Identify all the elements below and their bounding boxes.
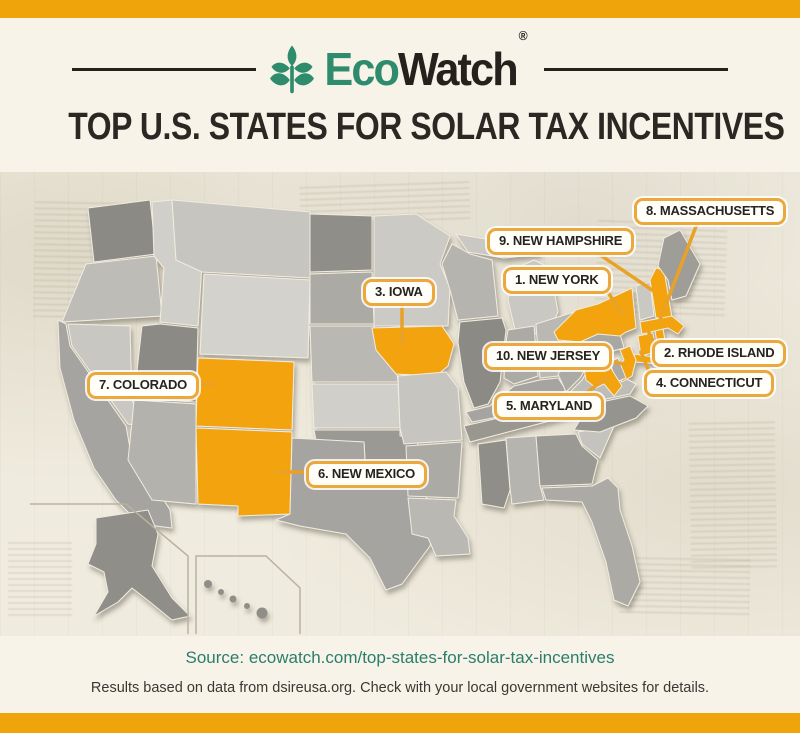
us-map: [30, 199, 702, 634]
ecowatch-leaf-icon: [269, 45, 314, 94]
top-accent-bar: [0, 0, 800, 18]
state-iowa: [371, 325, 455, 377]
hawaii-inset-outline: [195, 555, 301, 634]
state-illinois: [457, 317, 507, 409]
state-washington: [87, 199, 157, 263]
map-label-iowa: 3. IOWA: [363, 279, 435, 306]
state-hawaii: [204, 580, 268, 619]
connector-massachusetts: [658, 214, 702, 322]
map-label-connecticut: 4. CONNECTICUT: [644, 370, 775, 397]
state-georgia: [535, 433, 599, 487]
map-label-rhode-island: 2. RHODE ISLAND: [652, 340, 787, 367]
map-label-maryland: 5. MARYLAND: [494, 393, 605, 420]
map-label-new-jersey: 10. NEW JERSEY: [484, 343, 613, 370]
bottom-accent-bar: [0, 713, 800, 733]
state-north-dakota: [309, 213, 373, 273]
disclaimer-text: Results based on data from dsireusa.org.…: [90, 680, 710, 696]
logo-watch-text: Watch: [397, 43, 519, 95]
header: EcoWatch®: [0, 28, 800, 100]
state-colorado: [195, 357, 295, 431]
map-label-colorado: 7. COLORADO: [87, 372, 200, 399]
state-arizona: [127, 399, 197, 505]
state-new-mexico: [195, 427, 293, 517]
state-wisconsin: [441, 243, 499, 321]
state-montana: [171, 199, 311, 279]
map-label-new-mexico: 6. NEW MEXICO: [306, 461, 428, 488]
texture-smudge: [8, 542, 72, 618]
source-link[interactable]: Source: ecowatch.com/top-states-for-sola…: [185, 648, 615, 667]
state-mississippi: [477, 439, 511, 509]
state-vermont: [635, 281, 655, 321]
alaska-inset-outline: [30, 503, 189, 634]
state-massachusetts: [639, 315, 685, 335]
logo-wordmark: EcoWatch®: [324, 28, 527, 96]
ecowatch-logo: EcoWatch®: [269, 28, 530, 96]
page-title: TOP U.S. STATES FOR SOLAR TAX INCENTIVES: [68, 106, 785, 148]
map-area: 1. NEW YORK 2. RHODE ISLAND 3. IOWA 4. C…: [0, 172, 800, 636]
header-rule-left: [71, 67, 256, 71]
header-rule-right: [544, 67, 729, 71]
logo-eco-text: Eco: [324, 43, 400, 95]
state-wyoming: [199, 273, 311, 359]
map-label-new-hampshire: 9. NEW HAMPSHIRE: [487, 228, 635, 255]
state-louisiana: [407, 497, 471, 557]
state-oregon: [61, 255, 163, 323]
state-kansas: [311, 383, 401, 429]
registered-trademark-symbol: ®: [518, 28, 527, 43]
title-container: TOP U.S. STATES FOR SOLAR TAX INCENTIVES: [0, 106, 800, 149]
state-minnesota: [373, 213, 451, 327]
map-label-massachusetts: 8. MASSACHUSETTS: [634, 198, 787, 225]
state-florida: [541, 477, 641, 607]
map-label-new-york: 1. NEW YORK: [503, 267, 611, 294]
state-missouri: [397, 371, 463, 445]
state-alaska: [87, 509, 191, 621]
